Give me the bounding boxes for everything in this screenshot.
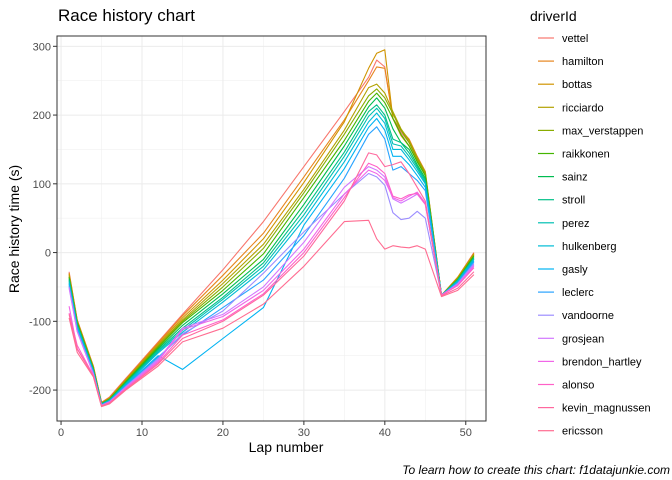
legend-label-hamilton: hamilton bbox=[562, 56, 604, 68]
legend-label-sainz: sainz bbox=[562, 172, 588, 184]
plot-background bbox=[57, 36, 486, 421]
x-axis-title: Lap number bbox=[249, 439, 324, 455]
y-tick-label: 100 bbox=[33, 179, 51, 191]
minor-gridlines bbox=[57, 36, 486, 421]
legend-label-gasly: gasly bbox=[562, 264, 588, 276]
series-lines bbox=[68, 49, 475, 408]
legend-label-bottas: bottas bbox=[562, 79, 592, 91]
y-tick-label: 200 bbox=[33, 110, 51, 122]
legend-label-grosjean: grosjean bbox=[562, 333, 604, 345]
x-tick-label: 40 bbox=[379, 427, 391, 439]
series-line-kevin_magnussen bbox=[68, 152, 475, 407]
x-axis: 0 10 20 30 40 50 bbox=[58, 421, 472, 439]
x-tick-label: 0 bbox=[58, 427, 64, 439]
legend: driverId vettel hamilton bottas ricciardo ma… bbox=[530, 8, 651, 438]
legend-label-vettel: vettel bbox=[562, 33, 588, 45]
legend-label-leclerc: leclerc bbox=[562, 287, 594, 299]
series-line-ericsson bbox=[68, 219, 475, 408]
y-axis-title: Race history time (s) bbox=[6, 165, 22, 293]
legend-label-raikkonen: raikkonen bbox=[562, 149, 610, 161]
legend-label-max_verstappen: max_verstappen bbox=[562, 125, 643, 137]
y-tick-label: 300 bbox=[33, 41, 51, 53]
plot-panel bbox=[56, 35, 487, 422]
x-tick-label: 10 bbox=[136, 427, 148, 439]
y-tick-label: -100 bbox=[29, 316, 51, 328]
legend-label-alonso: alonso bbox=[562, 380, 594, 392]
y-tick-label: -200 bbox=[29, 385, 51, 397]
legend-label-stroll: stroll bbox=[562, 195, 585, 207]
legend-label-perez: perez bbox=[562, 218, 590, 230]
legend-label-ericsson: ericsson bbox=[562, 426, 603, 438]
legend-label-ricciardo: ricciardo bbox=[562, 102, 604, 114]
y-axis: -200 -100 0 100 200 300 bbox=[29, 41, 57, 397]
legend-label-brendon_hartley: brendon_hartley bbox=[562, 356, 642, 368]
plot-border bbox=[56, 35, 487, 422]
chart-title: Race history chart bbox=[58, 6, 195, 25]
legend-label-vandoorne: vandoorne bbox=[562, 310, 614, 322]
major-gridlines bbox=[57, 36, 486, 421]
legend-label-hulkenberg: hulkenberg bbox=[562, 241, 616, 253]
legend-label-kevin_magnussen: kevin_magnussen bbox=[562, 403, 651, 415]
series-line-hamilton bbox=[68, 66, 475, 403]
x-tick-label: 20 bbox=[217, 427, 229, 439]
legend-title: driverId bbox=[530, 8, 577, 24]
x-tick-label: 30 bbox=[298, 427, 310, 439]
series-line-stroll bbox=[68, 104, 475, 405]
chart-caption: To learn how to create this chart: f1dat… bbox=[402, 463, 670, 477]
x-tick-label: 50 bbox=[460, 427, 472, 439]
y-tick-label: 0 bbox=[45, 248, 51, 260]
